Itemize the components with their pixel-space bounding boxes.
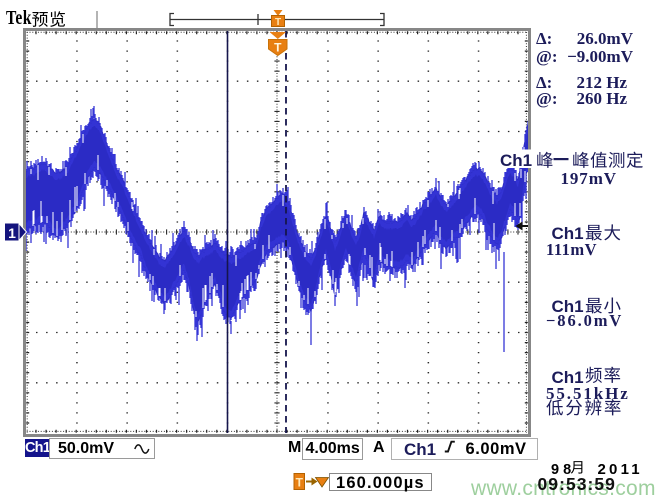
svg-text:T: T [274, 41, 282, 55]
svg-text:T: T [275, 17, 281, 28]
svg-text:T: T [296, 476, 304, 490]
svg-text:1: 1 [8, 225, 16, 241]
